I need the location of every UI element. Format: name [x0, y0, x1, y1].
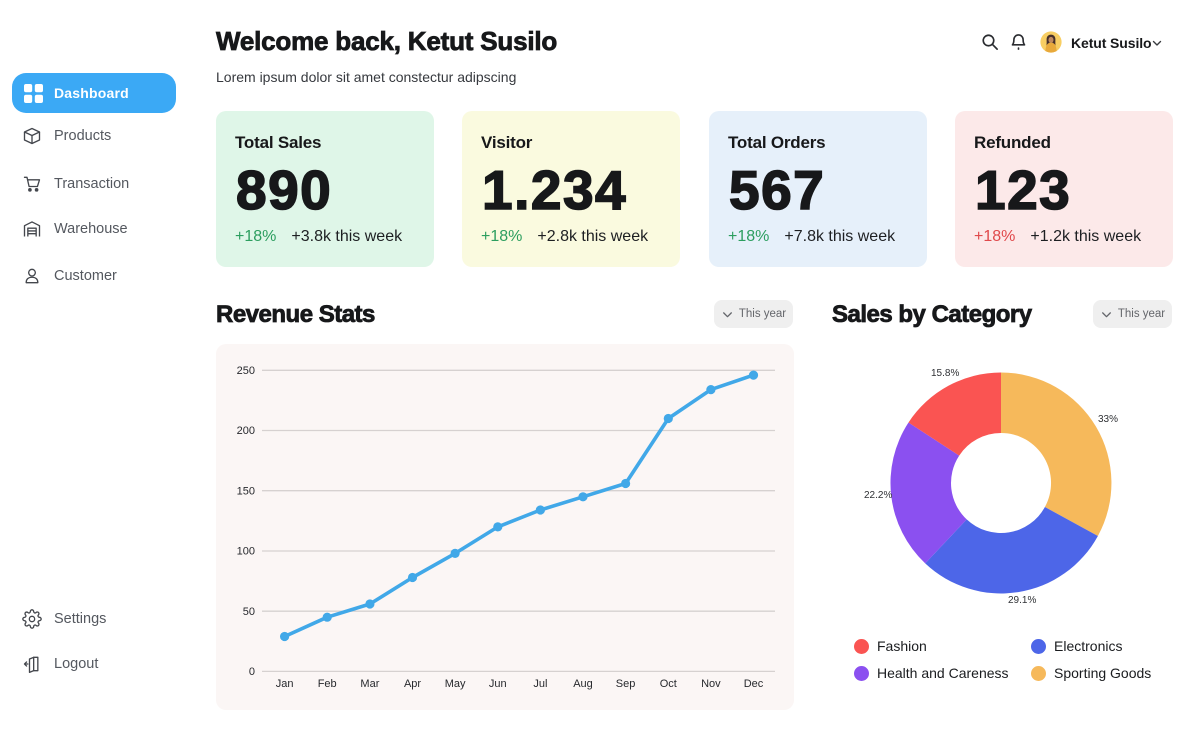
svg-text:Nov: Nov: [701, 678, 721, 690]
svg-text:Aug: Aug: [573, 678, 593, 690]
svg-text:0: 0: [249, 666, 255, 678]
svg-text:Sep: Sep: [616, 678, 636, 690]
svg-text:Jun: Jun: [489, 678, 507, 690]
svg-text:Oct: Oct: [660, 678, 677, 690]
svg-text:250: 250: [237, 365, 255, 377]
svg-text:Apr: Apr: [404, 678, 421, 690]
svg-text:Dec: Dec: [744, 678, 764, 690]
svg-text:Jul: Jul: [533, 678, 547, 690]
svg-text:Mar: Mar: [360, 678, 379, 690]
svg-text:May: May: [445, 678, 466, 690]
svg-text:Jan: Jan: [276, 678, 294, 690]
svg-text:50: 50: [243, 606, 255, 618]
svg-text:Feb: Feb: [318, 678, 337, 690]
svg-text:200: 200: [237, 425, 255, 437]
svg-text:100: 100: [237, 546, 255, 558]
svg-text:150: 150: [237, 485, 255, 497]
